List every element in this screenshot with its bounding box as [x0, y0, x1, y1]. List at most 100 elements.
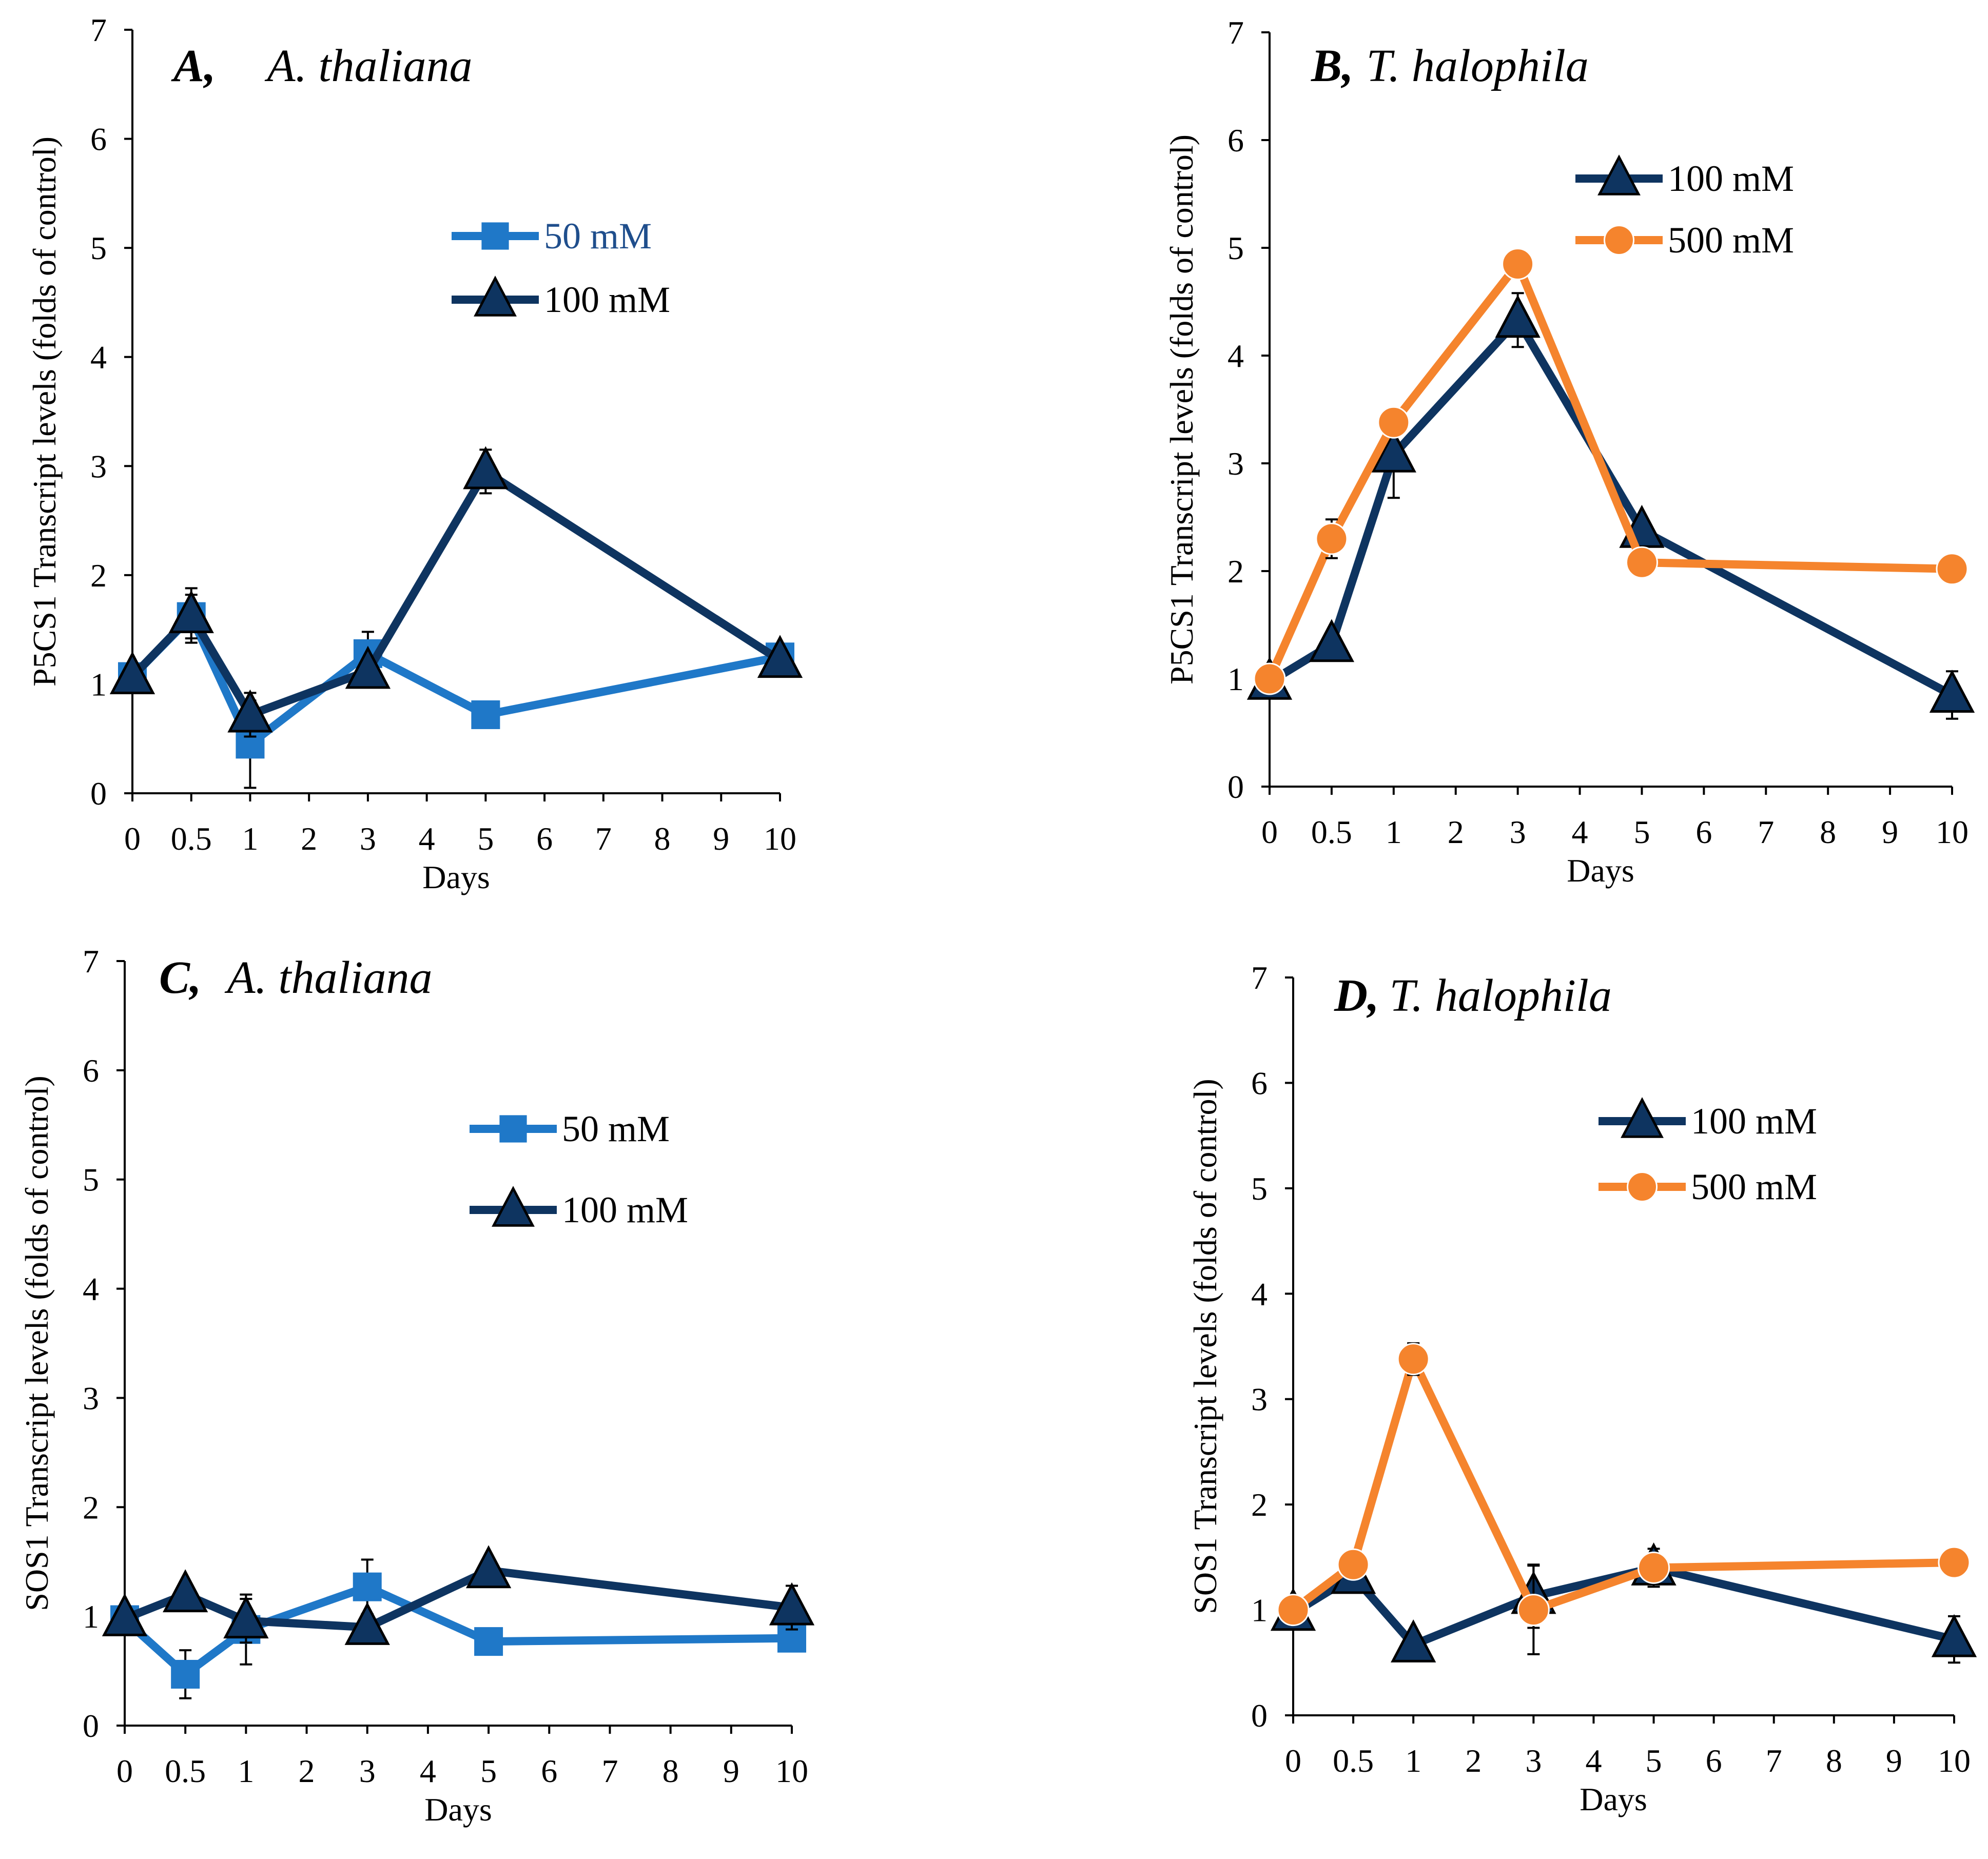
x-tick-label: 1 [1386, 814, 1402, 850]
x-tick-label: 1 [238, 1753, 254, 1789]
data-point-day-5 [1625, 546, 1658, 579]
data-point-day-3 [1502, 248, 1534, 280]
x-tick-label: 0.5 [1311, 814, 1352, 850]
x-tick-label: 8 [1826, 1743, 1842, 1779]
data-point-day-0.5 [1315, 522, 1348, 555]
x-tick-label: 7 [595, 820, 612, 857]
y-tick-label: 6 [1227, 122, 1244, 159]
legend-marker [474, 276, 517, 317]
x-tick-label: 2 [301, 820, 317, 857]
x-tick-label: 8 [654, 820, 671, 857]
y-tick-label: 2 [83, 1489, 99, 1525]
data-point-day-3 [345, 645, 391, 689]
x-tick-label: 4 [1572, 814, 1588, 850]
panel-b: 0 1 2 3 4 5 6 7 0 0.5 1 2 3 4 5 6 7 8 9 10 Days P5CS1 Transcr… [1163, 14, 1975, 889]
x-tick-label: 0.5 [165, 1753, 206, 1789]
y-tick-label: 4 [90, 339, 107, 376]
x-tick-label: 0 [1261, 814, 1278, 850]
y-tick-label: 7 [83, 943, 99, 980]
data-point-day-10 [1938, 1546, 1971, 1579]
data-point-day-1 [1397, 1343, 1430, 1376]
x-tick-label: 6 [1695, 814, 1712, 850]
y-axis-title: SOS1 Transcript levels (folds of control… [1187, 1079, 1223, 1614]
x-tick-label: 5 [477, 820, 494, 857]
data-point-day-5 [463, 446, 509, 490]
x-tick-label: 9 [1882, 814, 1898, 850]
x-tick-label: 10 [764, 820, 796, 857]
x-tick-label: 8 [662, 1753, 679, 1789]
panel-title-letter: C, [159, 952, 202, 1003]
series-line [1267, 316, 1954, 699]
data-point-day-10 [1931, 1614, 1977, 1657]
y-tick-label: 5 [90, 230, 107, 266]
y-tick-label: 6 [1251, 1065, 1268, 1101]
data-point-day-10 [1929, 670, 1975, 713]
data-point-day-0.5 [163, 1569, 208, 1613]
x-tick-label: 4 [419, 820, 435, 857]
data-point-day-10 [757, 635, 803, 678]
series-100-mm [1246, 292, 1975, 720]
x-tick-label: 0 [1285, 1743, 1301, 1779]
x-tick-label: 0.5 [171, 820, 212, 857]
panel-title-species: A. thaliana [265, 41, 473, 91]
y-tick-label: 2 [90, 557, 107, 594]
data-point-day-0 [109, 651, 155, 695]
x-tick-label: 3 [1510, 814, 1526, 850]
series-500-mm [1253, 248, 1968, 695]
legend-marker [492, 1186, 535, 1227]
data-point-day-5 [471, 700, 500, 729]
x-tick-label: 1 [242, 820, 258, 857]
y-tick-label: 6 [83, 1052, 99, 1089]
x-tick-label: 1 [1405, 1743, 1421, 1779]
x-tick-label: 0.5 [1333, 1743, 1374, 1779]
legend-entry-50-mm: 50 mM [452, 216, 652, 257]
legend-label: 500 mM [1668, 220, 1794, 261]
x-tick-label: 3 [360, 820, 376, 857]
legend-marker [1597, 154, 1641, 195]
legend-marker [1621, 1097, 1664, 1138]
x-tick-label: 6 [536, 820, 553, 857]
data-point-day-1 [1391, 1619, 1436, 1662]
y-tick-label: 3 [1251, 1381, 1268, 1418]
series-line [123, 1566, 792, 1632]
x-tick-label: 0 [124, 820, 141, 857]
data-point-day-1 [1371, 429, 1416, 473]
x-tick-label: 7 [1766, 1743, 1782, 1779]
panel-title: A, A. thaliana [171, 41, 473, 91]
x-tick-label: 2 [1448, 814, 1464, 850]
data-point-day-0 [102, 1593, 148, 1636]
y-tick-label: 4 [1251, 1276, 1268, 1312]
data-point-day-1 [227, 689, 273, 733]
legend-marker [1627, 1171, 1658, 1202]
legend-marker [499, 1115, 527, 1143]
legend-entry-500-mm: 500 mM [1599, 1166, 1817, 1207]
panel-title-species: A. thaliana [225, 952, 433, 1003]
x-tick-label: 10 [1938, 1743, 1971, 1779]
x-tick-label: 0 [116, 1753, 133, 1789]
data-point-day-0 [1277, 1594, 1310, 1627]
legend-entry-500-mm: 500 mM [1575, 220, 1794, 261]
panel-a: 0 1 2 3 4 5 6 7 0 0.5 1 2 3 4 5 6 7 8 9 10 Days P5CS1 Transcr… [26, 12, 803, 895]
data-point-day-5 [465, 1545, 512, 1589]
series-line [1265, 260, 1953, 681]
x-tick-label: 10 [1936, 814, 1968, 850]
x-axis-title: Days [422, 859, 490, 895]
x-tick-label: 6 [1706, 1743, 1722, 1779]
panel-title-letter: A, [171, 41, 216, 91]
data-point-day-0.5 [171, 1659, 200, 1689]
x-tick-label: 4 [420, 1753, 436, 1789]
y-tick-label: 2 [1227, 553, 1244, 590]
data-point-day-0.5 [1337, 1548, 1370, 1581]
y-tick-label: 1 [1251, 1592, 1268, 1629]
y-axis-title: P5CS1 Transcript levels (folds of contro… [26, 136, 63, 687]
y-tick-label: 7 [90, 12, 107, 48]
legend-label: 100 mM [544, 279, 670, 320]
y-tick-label: 2 [1251, 1486, 1268, 1523]
y-tick-label: 0 [1251, 1697, 1268, 1734]
data-point-day-0.5 [168, 590, 214, 634]
panel-title-letter: B, [1311, 41, 1354, 91]
y-tick-label: 5 [1251, 1170, 1268, 1207]
x-tick-label: 7 [601, 1753, 618, 1789]
y-tick-label: 4 [1227, 338, 1244, 374]
data-point-day-5 [1638, 1551, 1670, 1584]
